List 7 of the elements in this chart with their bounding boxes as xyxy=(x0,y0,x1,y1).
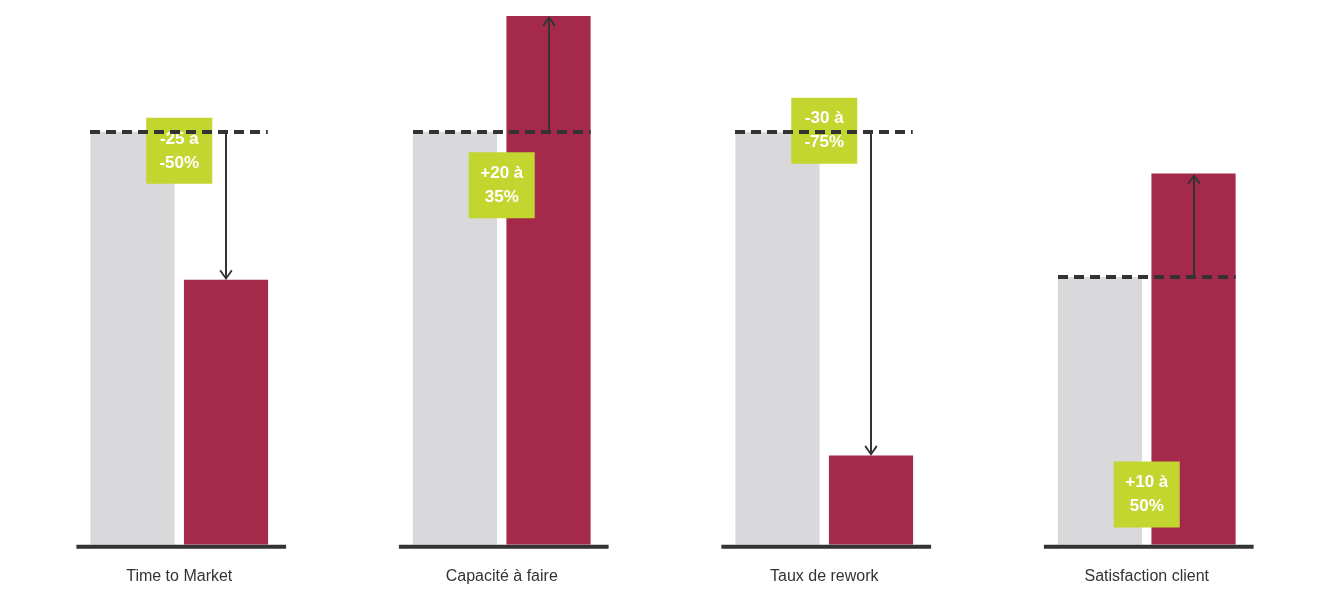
annotation: +10 à 50% xyxy=(1125,472,1169,516)
annotation: +20 à 35% xyxy=(480,162,524,206)
x-tick-label: Taux de rework xyxy=(770,566,880,584)
x-tick-label: Satisfaction client xyxy=(1084,566,1210,584)
x-tick-label: Capacité à faire xyxy=(445,566,558,584)
x-tick-label: Time to Market xyxy=(126,566,233,584)
annotation: -30 à -75% xyxy=(804,108,845,152)
